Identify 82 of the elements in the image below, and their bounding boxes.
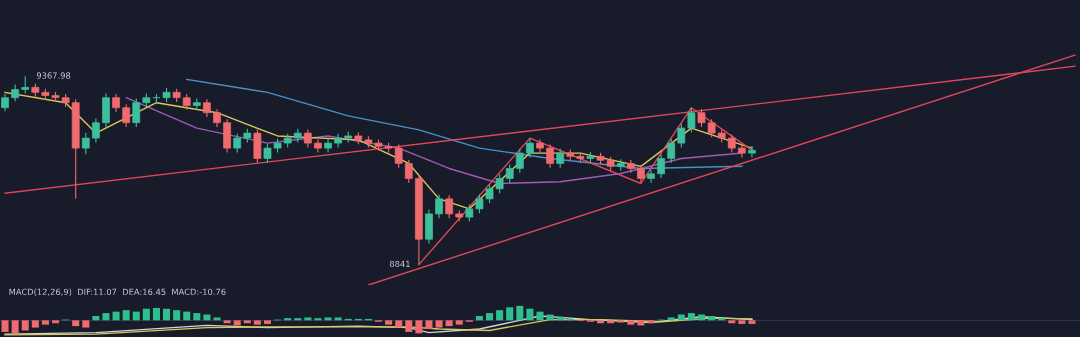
bar (597, 320, 605, 324)
bar (324, 317, 332, 321)
candlestick (556, 148, 565, 169)
bar (112, 311, 120, 321)
bar (415, 320, 423, 334)
bar (435, 320, 443, 328)
bar (253, 320, 261, 325)
bar (213, 317, 221, 321)
bar (647, 320, 655, 324)
annotation: 8841 (389, 260, 410, 268)
bar (183, 311, 191, 321)
bar (284, 318, 292, 321)
candlestick (435, 194, 443, 219)
bar (132, 311, 140, 321)
bar (122, 310, 130, 321)
bar (102, 313, 110, 321)
candlestick (233, 133, 242, 153)
bar (263, 320, 272, 324)
bar (193, 313, 201, 321)
bar (385, 320, 393, 325)
bar (314, 318, 322, 321)
bar (334, 317, 342, 321)
candlestick (667, 138, 676, 164)
candlestick (748, 145, 756, 158)
candlestick (526, 137, 534, 158)
bar (718, 318, 726, 321)
candlestick (687, 107, 696, 133)
bar (1, 320, 9, 332)
bar (163, 308, 171, 321)
bar (405, 320, 413, 332)
bar (152, 308, 160, 321)
bar (41, 320, 49, 325)
bar (738, 320, 746, 324)
candlestick (92, 117, 100, 143)
bar (667, 317, 675, 321)
text: MACD(12,26,9) DIF:11.07 DEA:16.45 MACD:-10.76 (9, 288, 226, 296)
candlestick (505, 163, 514, 184)
bar (72, 320, 80, 327)
bar (627, 320, 635, 325)
bar (395, 320, 403, 328)
bar (687, 313, 695, 321)
bar (92, 315, 100, 321)
bar (516, 305, 524, 321)
bar (142, 308, 150, 321)
candlestick (546, 143, 554, 169)
bar (526, 308, 534, 321)
bar (617, 320, 625, 323)
bar (506, 307, 514, 321)
bar (708, 315, 716, 321)
bar (607, 320, 615, 324)
bar (51, 320, 60, 324)
candlestick (81, 132, 90, 155)
candlestick (445, 194, 454, 219)
candlestick (677, 123, 686, 148)
bar (536, 311, 544, 321)
bar (637, 320, 645, 326)
bar (31, 320, 39, 328)
bar (748, 320, 756, 324)
annotation: 9367.98 (36, 72, 71, 79)
bar (233, 320, 241, 326)
candlestick (515, 148, 524, 174)
candlestick (122, 103, 131, 128)
candlestick (657, 153, 665, 179)
bar (728, 320, 736, 324)
bar (486, 313, 494, 321)
candlestick (132, 97, 141, 128)
candlestick (404, 159, 413, 184)
bar (173, 310, 181, 321)
bar (243, 320, 251, 324)
bar (223, 320, 231, 324)
bar (496, 310, 504, 321)
bar (21, 320, 29, 331)
bar (294, 318, 302, 321)
bar (425, 320, 433, 330)
bar (445, 320, 453, 327)
bar (82, 320, 90, 328)
bar (475, 315, 483, 321)
bar (304, 317, 312, 321)
bar (11, 320, 19, 334)
bar (455, 320, 463, 325)
candlestick (394, 143, 403, 169)
candlestick (647, 168, 655, 184)
